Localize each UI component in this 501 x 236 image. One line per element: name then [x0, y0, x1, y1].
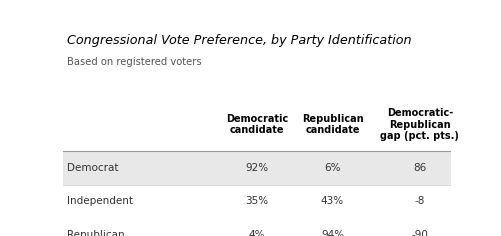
- Text: 94%: 94%: [321, 230, 344, 236]
- Bar: [63, 151, 451, 185]
- Text: 35%: 35%: [245, 196, 269, 206]
- Text: 4%: 4%: [248, 230, 265, 236]
- Text: Republican
candidate: Republican candidate: [302, 114, 363, 135]
- Text: -90: -90: [411, 230, 428, 236]
- Text: 43%: 43%: [321, 196, 344, 206]
- Text: Based on registered voters: Based on registered voters: [67, 57, 201, 67]
- Bar: [63, 185, 451, 218]
- Text: Republican: Republican: [67, 230, 124, 236]
- Text: -8: -8: [415, 196, 425, 206]
- Text: Democrat: Democrat: [67, 163, 118, 173]
- Text: Democratic
candidate: Democratic candidate: [225, 114, 288, 135]
- Text: Democratic-
Republican
gap (pct. pts.): Democratic- Republican gap (pct. pts.): [380, 108, 459, 141]
- Bar: [63, 218, 451, 236]
- Text: Congressional Vote Preference, by Party Identification: Congressional Vote Preference, by Party …: [67, 34, 411, 47]
- Text: 92%: 92%: [245, 163, 269, 173]
- Text: 86: 86: [413, 163, 426, 173]
- Text: Independent: Independent: [67, 196, 132, 206]
- Text: 6%: 6%: [324, 163, 341, 173]
